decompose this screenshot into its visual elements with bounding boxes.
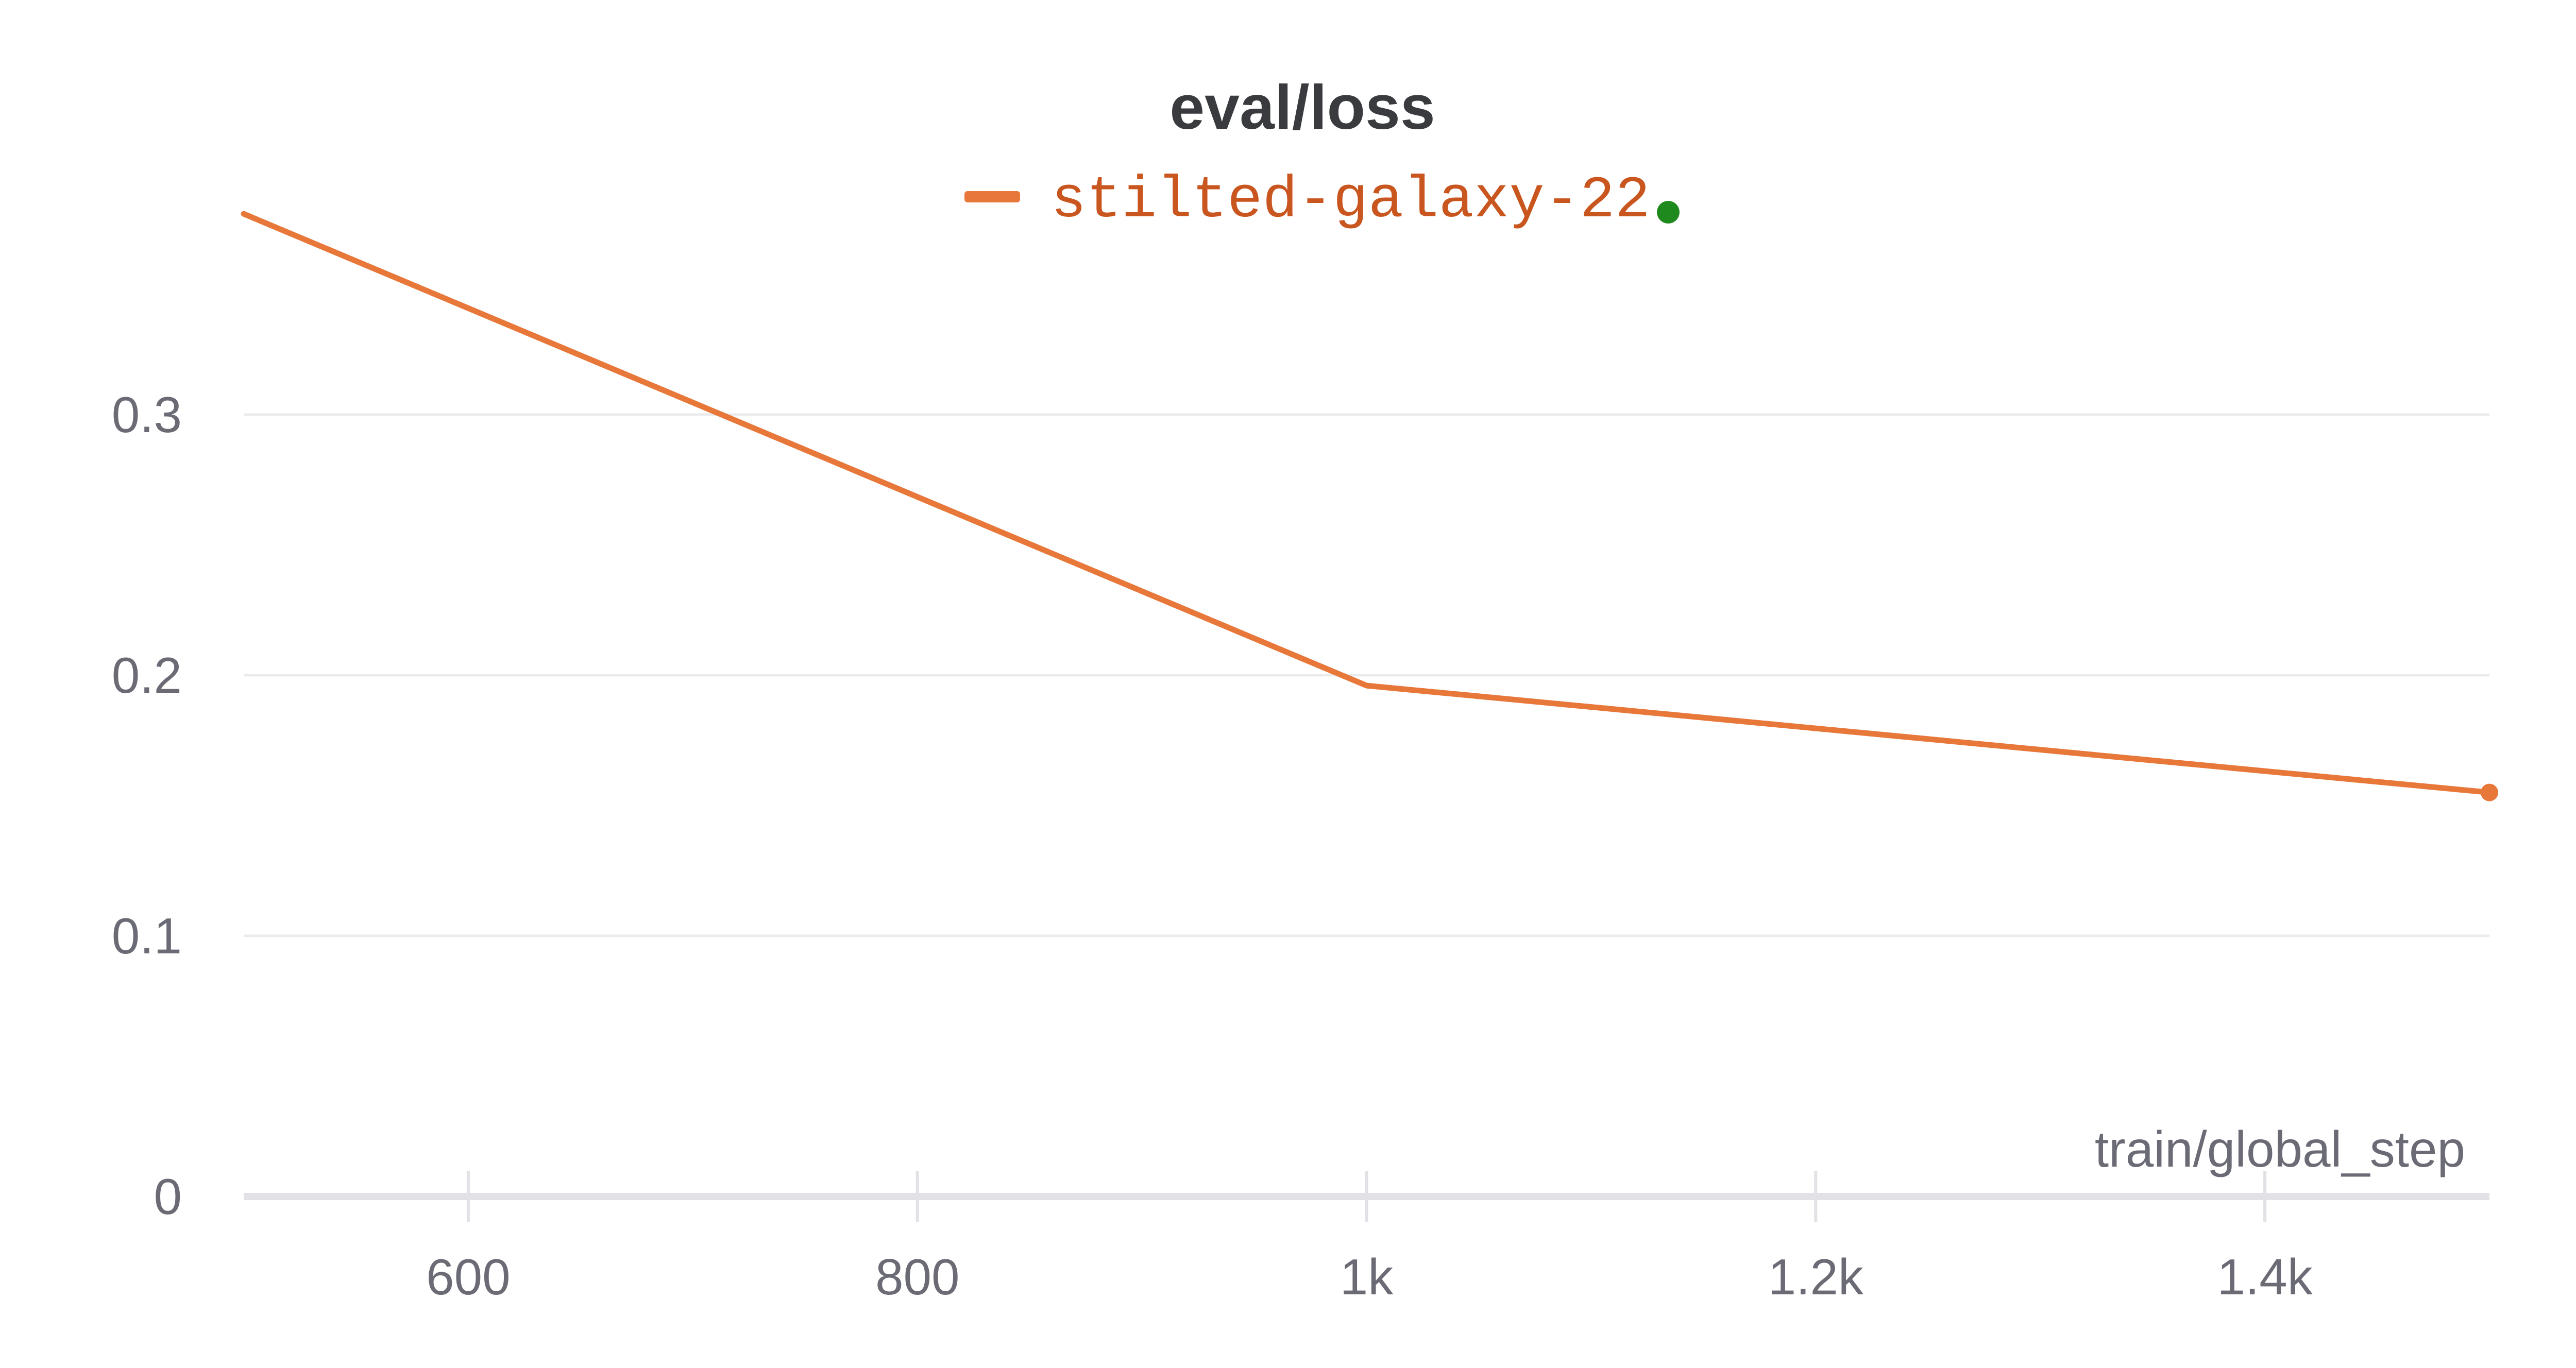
- x-axis-label: train/global_step: [2095, 1121, 2465, 1177]
- x-axis: [244, 1171, 2489, 1222]
- chart-title: eval/loss: [1170, 72, 1435, 142]
- series-layer[interactable]: [241, 211, 2498, 801]
- legend[interactable]: stilted-galaxy-22: [964, 168, 1680, 234]
- x-tick-labels: 600 800 1k 1.2k 1.4k: [426, 1249, 2313, 1305]
- y-tick-label: 0.1: [112, 908, 182, 964]
- x-tick-label: 800: [875, 1249, 960, 1305]
- run-status-dot: [1657, 201, 1680, 224]
- y-axis: 0 0.1 0.2 0.3: [112, 386, 182, 1225]
- grid-lines: [244, 413, 2489, 937]
- y-tick-label: 0.2: [112, 647, 182, 704]
- x-tick-label: 600: [426, 1249, 511, 1305]
- x-tick-label: 1.2k: [1768, 1249, 1864, 1305]
- legend-label[interactable]: stilted-galaxy-22: [1051, 168, 1650, 234]
- legend-swatch: [964, 191, 1020, 202]
- series-line-stilted-galaxy-22[interactable]: [241, 211, 2493, 796]
- x-tick-label: 1.4k: [2217, 1249, 2313, 1305]
- series-end-point[interactable]: [2481, 783, 2498, 801]
- y-tick-label: 0.3: [112, 386, 182, 443]
- y-tick-label: 0: [154, 1168, 182, 1225]
- x-tick-label: 1k: [1340, 1249, 1394, 1305]
